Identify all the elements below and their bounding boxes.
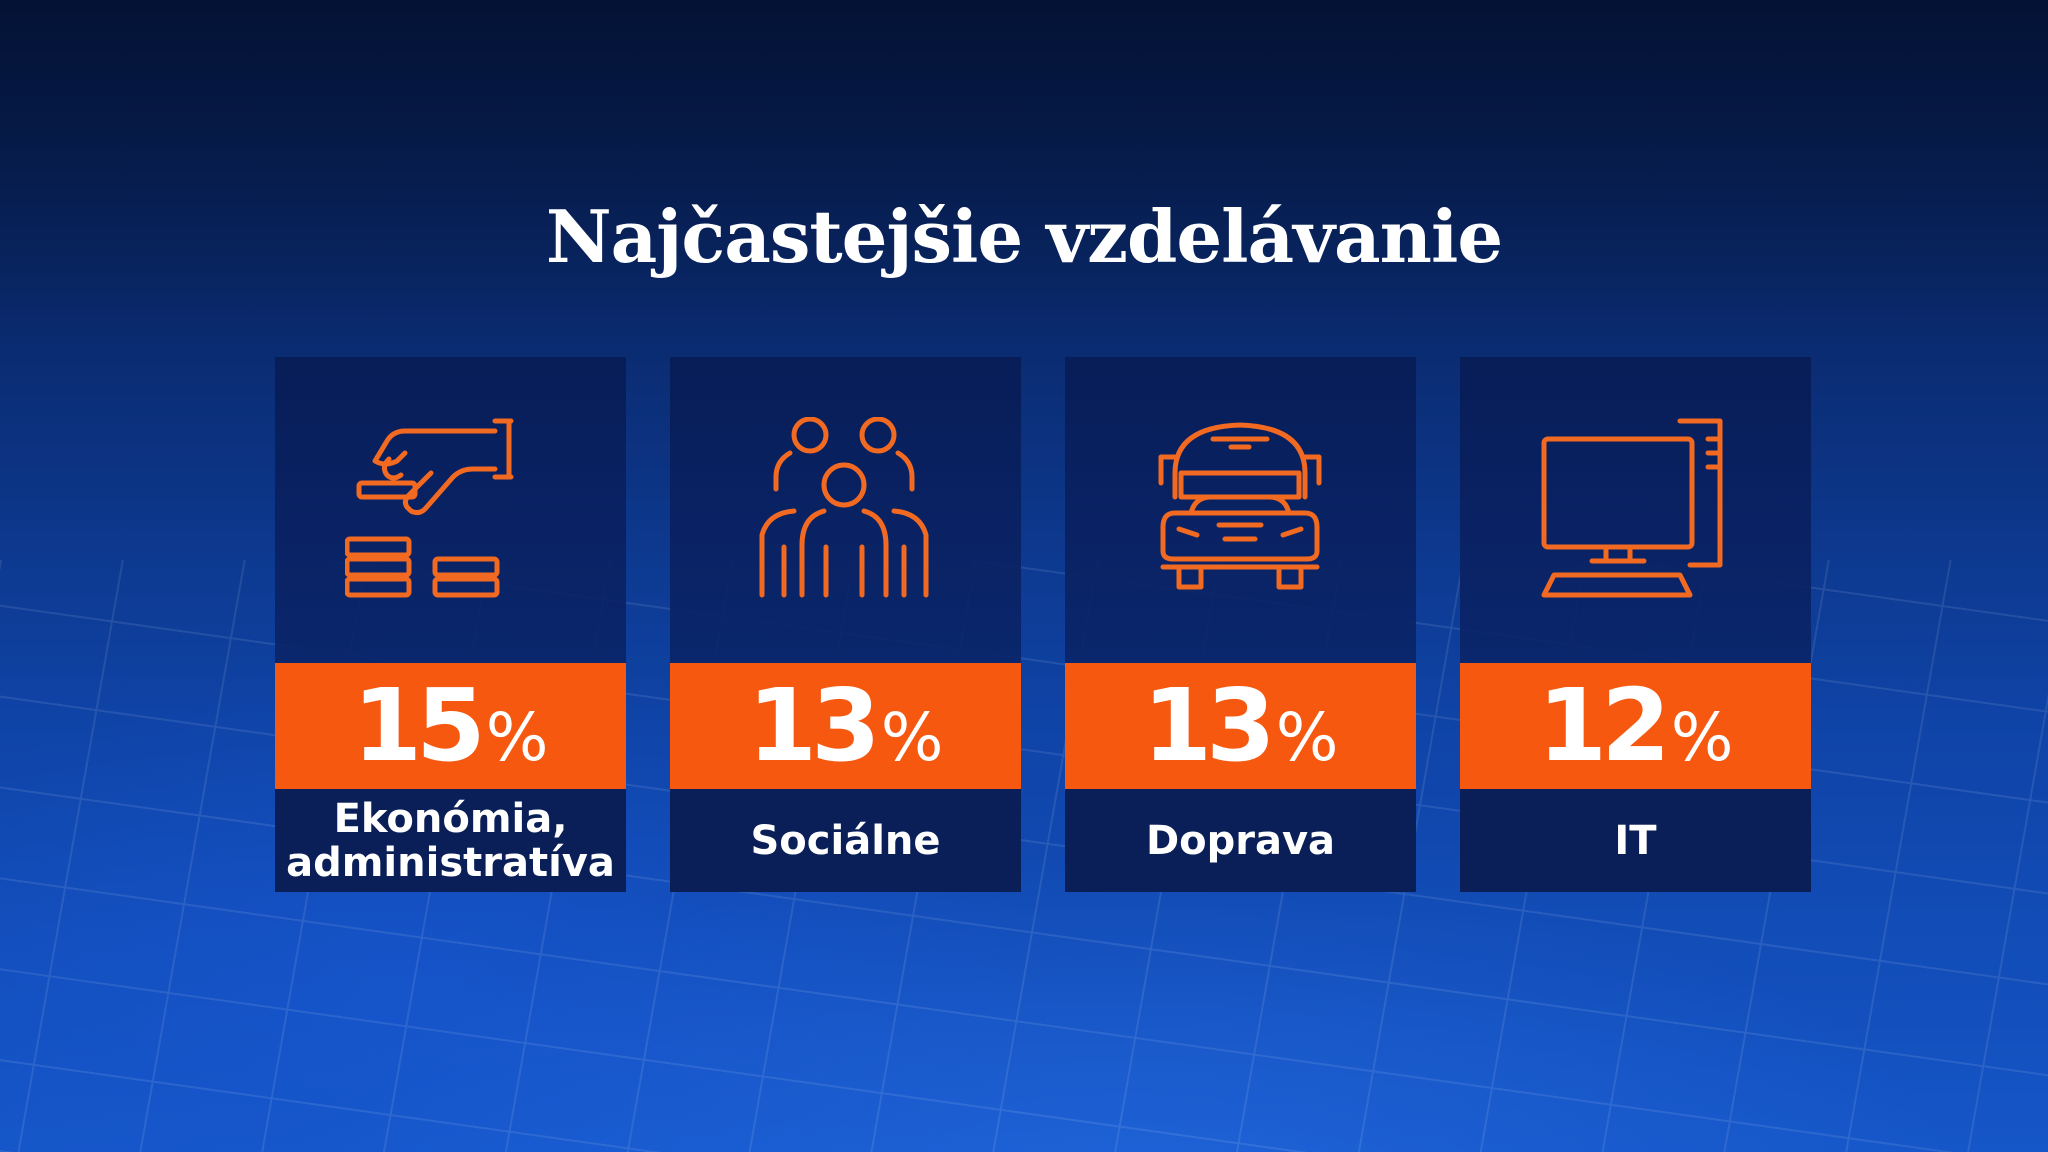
value-unit: %: [1275, 699, 1339, 776]
card-label: Sociálne: [670, 789, 1021, 892]
stat-card-transport: 13% Doprava: [1065, 357, 1416, 892]
card-value: 13%: [1065, 663, 1416, 789]
card-icon-area: [1065, 357, 1416, 663]
bus-icon: [1158, 422, 1322, 590]
value-unit: %: [1670, 699, 1734, 776]
card-value: 13%: [670, 663, 1021, 789]
value-number: 13: [747, 667, 881, 784]
coins-hand-icon: [345, 418, 514, 598]
card-icon-area: [670, 357, 1021, 663]
value-number: 15: [352, 667, 486, 784]
card-value: 12%: [1460, 663, 1811, 789]
card-icon-area: [1460, 357, 1811, 663]
card-value: 15%: [275, 663, 626, 789]
stat-card-economy: 15% Ekonómia, administratíva: [275, 357, 626, 892]
stat-card-it: 12% IT: [1460, 357, 1811, 892]
people-group-icon: [759, 417, 929, 598]
value-number: 13: [1142, 667, 1276, 784]
card-label: Ekonómia, administratíva: [275, 789, 626, 892]
card-label: Doprava: [1065, 789, 1416, 892]
card-icon-area: [275, 357, 626, 663]
card-label: IT: [1460, 789, 1811, 892]
stat-card-social: 13% Sociálne: [670, 357, 1021, 892]
computer-icon: [1541, 418, 1723, 598]
value-number: 12: [1537, 667, 1671, 784]
value-unit: %: [880, 699, 944, 776]
value-unit: %: [485, 699, 549, 776]
chart-title: Najčastejšie vzdelávanie: [545, 194, 1503, 279]
